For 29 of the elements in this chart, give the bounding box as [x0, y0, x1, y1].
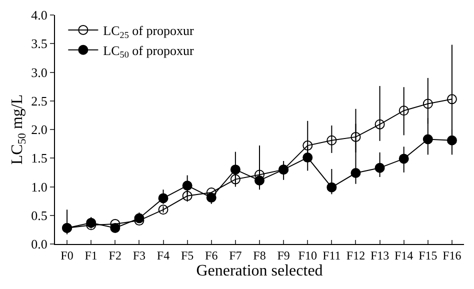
y-tick-label: 0.5	[31, 208, 48, 223]
x-tick-label: F8	[253, 248, 266, 262]
x-tick-label: F7	[229, 248, 242, 262]
x-tick-label: F14	[394, 248, 414, 262]
x-tick-label: F4	[156, 248, 170, 262]
x-tick-label: F11	[322, 248, 341, 262]
x-tick-label: F13	[370, 248, 390, 262]
y-tick-label: 3.0	[31, 64, 48, 80]
x-tick-label: F0	[60, 248, 74, 262]
y-tick-label: 4.0	[31, 8, 48, 23]
y-tick-label: 2.0	[31, 122, 48, 138]
legend-label: LC$_{25}$ of propoxur	[103, 23, 195, 40]
y-tick-label: 2.5	[31, 93, 48, 108]
x-tick-label: F6	[205, 248, 218, 262]
y-tick-label: 0.0	[31, 236, 48, 252]
y-tick-label: 1.5	[31, 150, 48, 166]
x-tick-label: F5	[180, 248, 194, 262]
x-tick-label: F9	[277, 248, 290, 262]
x-tick-label: F12	[346, 248, 366, 262]
x-tick-label: F15	[418, 248, 438, 262]
y-tick-label: 3.5	[31, 36, 48, 52]
x-tick-label: F16	[442, 248, 462, 262]
legend-label: LC$_{50}$ of propoxur	[103, 42, 195, 60]
y-tick-label: 1.0	[31, 179, 48, 194]
x-tick-label: F2	[108, 248, 122, 262]
x-tick-label: F3	[132, 248, 146, 262]
x-tick-label: F10	[298, 248, 317, 262]
x-axis-title: Generation selected	[196, 262, 323, 280]
x-tick-label: F1	[84, 248, 98, 262]
